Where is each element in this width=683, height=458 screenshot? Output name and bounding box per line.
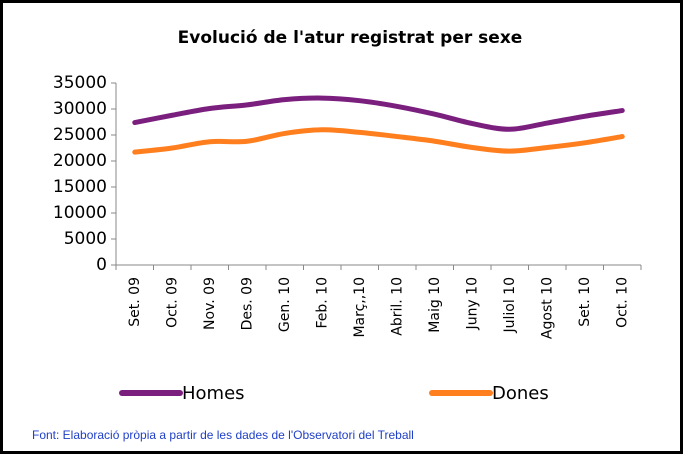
x-tick-label: Des. 09 [239,277,255,330]
series-line [132,127,625,155]
y-tick-label: 25000 [53,125,107,145]
x-tick-label: Abril. 10 [389,277,405,336]
y-tick-label: 10000 [53,203,107,223]
y-tick-label: 30000 [53,99,107,119]
chart-title: Evolució de l'atur registrat per sexe [178,28,523,48]
y-tick-label: 5000 [64,229,107,249]
x-tick-label: Oct. 10 [614,277,630,328]
x-tick-label: Feb. 10 [314,277,330,329]
x-tick-label: Gen. 10 [277,277,293,332]
legend-label: Dones [492,383,549,404]
y-tick-label: 15000 [53,177,107,197]
y-tick-label: 20000 [53,151,107,171]
legend-label: Homes [182,383,245,404]
x-tick-label: Juliol 10 [502,277,518,334]
source-note: Font: Elaboració pròpia a partir de les … [32,428,414,442]
y-tick-label: 0 [96,255,107,275]
x-tick-label: Març,,10 [352,277,368,338]
x-tick-label: Nov. 09 [202,277,218,330]
y-tick-label: 35000 [53,73,107,93]
x-tick-label: Oct. 09 [164,277,180,328]
x-tick-label: Set. 10 [577,277,593,327]
series-line [132,95,625,132]
x-tick-label: Agost 10 [539,277,555,339]
x-tick-label: Maig 10 [427,277,443,333]
x-tick-label: Juny 10 [464,277,480,330]
x-tick-label: Set. 09 [127,277,143,327]
